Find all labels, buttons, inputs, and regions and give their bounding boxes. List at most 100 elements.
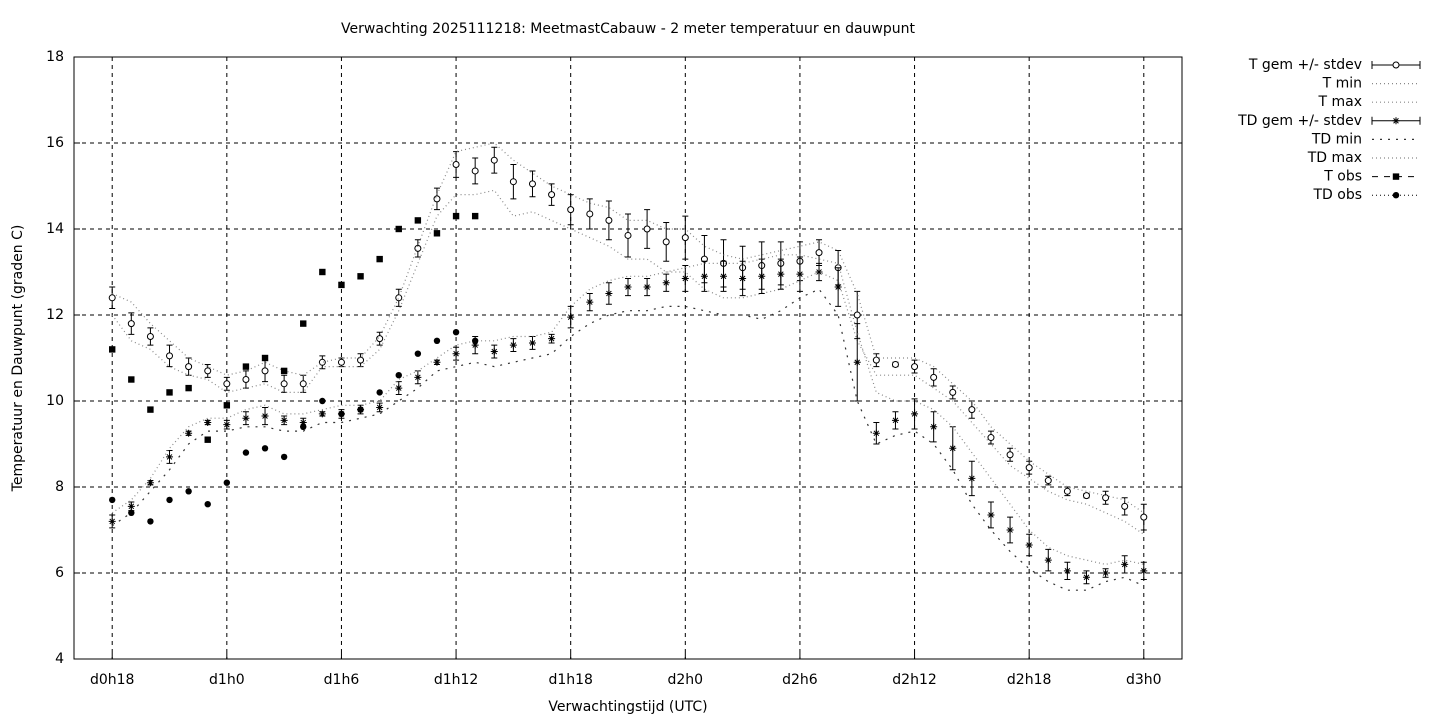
line [111, 189, 1145, 535]
point [1102, 494, 1110, 502]
series [108, 146, 1148, 531]
point [509, 341, 517, 349]
point [300, 423, 307, 430]
point [395, 384, 403, 392]
point [280, 380, 288, 388]
point [318, 410, 326, 418]
series [109, 329, 479, 525]
point [452, 212, 460, 220]
point [815, 249, 823, 257]
point [643, 225, 651, 233]
point [376, 255, 383, 263]
point [528, 339, 536, 347]
x-axis-label: Verwachtingstijd (UTC) [548, 699, 707, 715]
point [1082, 573, 1090, 581]
point [930, 423, 938, 431]
y-tick-label: 6 [55, 565, 64, 581]
point [1121, 560, 1129, 568]
point [376, 403, 384, 411]
point [147, 518, 154, 525]
point [1082, 492, 1090, 500]
point [471, 167, 479, 175]
point [605, 290, 613, 297]
point [853, 358, 861, 366]
legend-label: T gem +/- stdev [1248, 57, 1362, 73]
point [872, 429, 880, 437]
point [586, 210, 594, 218]
point [949, 444, 957, 452]
point [968, 406, 976, 414]
y-tick-label: 12 [46, 307, 64, 323]
point [395, 294, 403, 302]
point [987, 511, 995, 519]
point [128, 509, 135, 516]
point [509, 178, 517, 186]
point [147, 406, 154, 413]
point [1025, 464, 1033, 472]
point [930, 373, 938, 381]
point [338, 281, 345, 289]
point [891, 416, 899, 424]
point [127, 502, 135, 510]
point [662, 279, 670, 287]
point [146, 333, 154, 340]
point [204, 436, 211, 443]
point [1044, 556, 1052, 564]
point [204, 419, 212, 426]
point [223, 479, 231, 486]
point [376, 389, 383, 396]
plot-frame [73, 56, 1183, 660]
point [433, 195, 441, 203]
x-tick-label: d3h0 [1126, 672, 1162, 688]
point [204, 501, 211, 508]
point [357, 273, 364, 280]
point [1392, 173, 1400, 180]
point [337, 358, 345, 366]
point [338, 410, 345, 418]
point [1392, 192, 1400, 199]
point [261, 412, 269, 420]
point [853, 311, 861, 319]
legend-label: TD max [1307, 150, 1362, 166]
y-tick-label: 16 [46, 135, 64, 151]
point [166, 453, 174, 461]
point [1140, 513, 1148, 521]
point [204, 367, 212, 375]
point [1006, 451, 1014, 459]
point [414, 373, 422, 381]
point [471, 212, 479, 220]
point [490, 348, 498, 356]
point [109, 496, 116, 504]
point [108, 294, 116, 302]
point [834, 283, 842, 291]
point [681, 234, 689, 242]
point [357, 406, 364, 413]
point [605, 216, 613, 224]
point [185, 363, 193, 371]
point [681, 274, 689, 282]
point [280, 453, 288, 461]
point [548, 191, 556, 199]
point [261, 354, 269, 362]
point [280, 416, 288, 424]
line [111, 142, 1145, 514]
point [471, 341, 479, 349]
point [242, 363, 250, 370]
point [911, 363, 919, 371]
y-tick-label: 14 [46, 221, 64, 237]
point [662, 238, 670, 246]
point [1392, 61, 1400, 69]
series [111, 254, 1144, 566]
point [318, 358, 326, 366]
point [319, 397, 326, 405]
point [300, 320, 307, 327]
x-tick-label: d1h12 [434, 672, 478, 688]
point [299, 380, 307, 388]
point [1140, 567, 1148, 575]
point [643, 283, 651, 291]
point [319, 268, 326, 276]
point [567, 313, 575, 321]
point [1392, 117, 1400, 125]
x-tick-label: d1h6 [324, 672, 360, 688]
